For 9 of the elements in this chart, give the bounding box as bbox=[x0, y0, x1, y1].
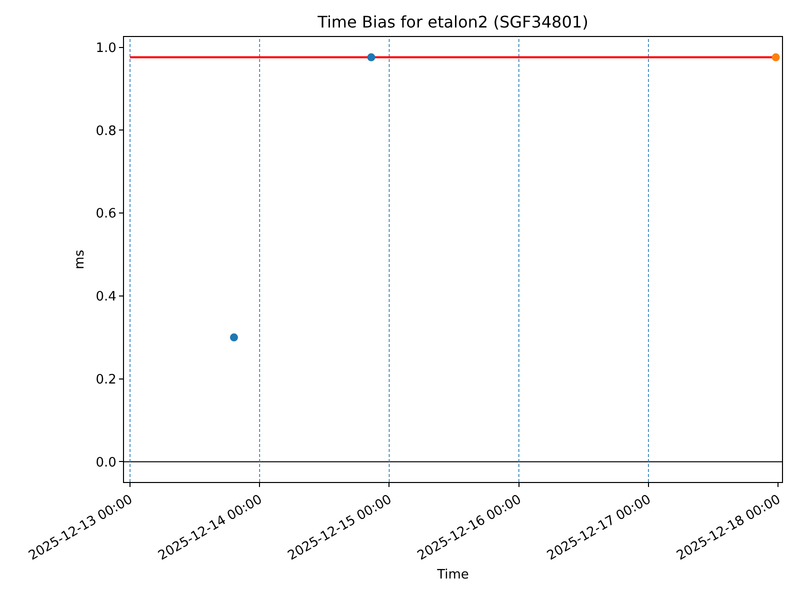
y-tick-label: 1.0 bbox=[96, 40, 116, 56]
y-tick-label: 0.8 bbox=[96, 124, 116, 139]
y-tick-label: 0.0 bbox=[96, 455, 116, 470]
y-tick-label: 0.2 bbox=[96, 372, 116, 388]
y-axis-title: ms bbox=[72, 250, 88, 270]
y-tick-label: 0.6 bbox=[96, 206, 116, 222]
chart-title: Time Bias for etalon2 (SGF34801) bbox=[316, 12, 588, 32]
x-axis-title: Time bbox=[436, 567, 469, 582]
y-tick-label: 0.4 bbox=[96, 290, 116, 305]
